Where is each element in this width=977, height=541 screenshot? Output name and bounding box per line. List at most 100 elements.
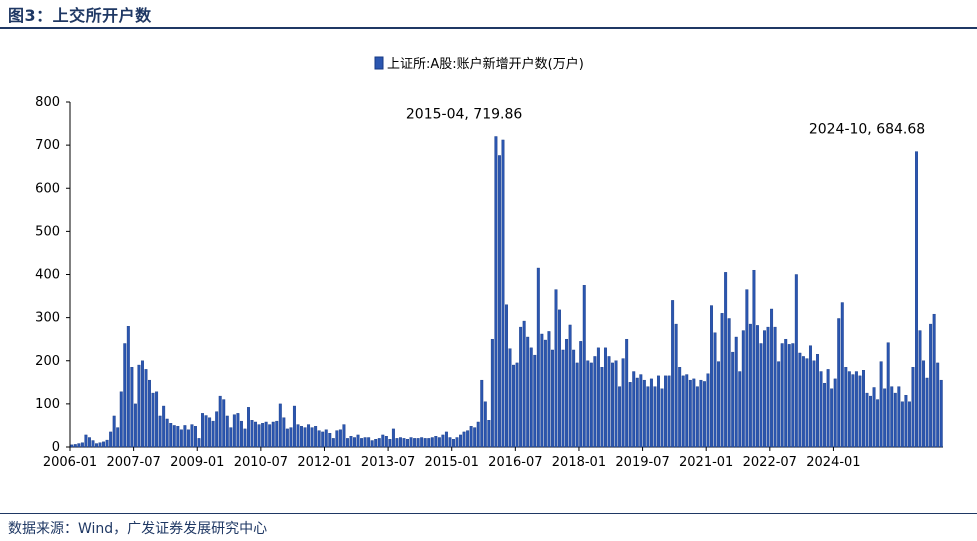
bar — [406, 439, 410, 448]
bar — [710, 305, 713, 448]
bar — [109, 431, 113, 448]
bar — [264, 421, 268, 448]
bar — [748, 323, 752, 448]
bar — [126, 326, 130, 448]
x-tick-label: 2012-01 — [297, 455, 351, 470]
y-tick-label: 200 — [35, 354, 60, 369]
x-tick-label: 2022-07 — [743, 455, 797, 470]
bar — [91, 440, 95, 448]
bar — [179, 429, 183, 448]
bar — [695, 386, 699, 448]
bar — [80, 442, 84, 448]
bar — [201, 413, 205, 448]
bar — [883, 388, 887, 448]
y-tick-label: 400 — [35, 268, 60, 283]
bar — [879, 361, 883, 448]
bar — [73, 444, 77, 448]
bar — [847, 371, 851, 448]
y-tick-label: 600 — [35, 181, 60, 196]
bar — [826, 369, 830, 448]
bar — [70, 444, 74, 448]
bar — [494, 136, 498, 448]
bar — [706, 373, 710, 448]
bar — [211, 420, 215, 448]
bar — [632, 371, 636, 448]
bar — [611, 362, 615, 448]
bar — [137, 364, 141, 448]
bar — [229, 427, 233, 448]
bar — [558, 309, 561, 448]
bar — [225, 415, 229, 448]
bar — [487, 420, 491, 448]
bar — [720, 313, 724, 448]
bar — [808, 345, 812, 448]
bar — [300, 426, 303, 448]
bar — [801, 356, 805, 448]
bar — [84, 434, 88, 448]
bar — [427, 438, 431, 448]
bar — [183, 425, 187, 448]
bar — [176, 426, 180, 448]
bar — [893, 392, 897, 448]
x-tick-label: 2016-07 — [488, 455, 542, 470]
bar — [738, 371, 742, 448]
bar — [215, 411, 219, 448]
bar — [497, 155, 501, 448]
footer-divider — [0, 513, 977, 514]
bar — [345, 438, 349, 448]
bar — [95, 443, 98, 448]
bar — [699, 379, 703, 448]
bar — [430, 437, 434, 448]
bar — [155, 391, 159, 448]
bar — [441, 434, 445, 448]
bar — [688, 379, 692, 448]
x-tick-label: 2009-01 — [170, 455, 224, 470]
bar — [865, 392, 869, 448]
bar — [508, 348, 512, 448]
annotation-label: 2024-10, 684.68 — [809, 122, 925, 138]
bar — [674, 323, 678, 448]
bar — [459, 434, 463, 448]
bar — [278, 403, 282, 448]
bar — [727, 318, 731, 448]
bar — [374, 439, 378, 448]
bar — [932, 313, 936, 448]
bar — [98, 442, 102, 448]
bar — [356, 434, 360, 448]
bar — [285, 428, 289, 448]
bar — [791, 343, 795, 448]
bar — [423, 438, 427, 448]
bar — [239, 420, 243, 448]
bar — [713, 332, 717, 448]
bar — [162, 405, 166, 448]
bar — [572, 349, 576, 448]
bar — [685, 374, 689, 448]
bar — [289, 427, 293, 448]
bar — [582, 285, 586, 448]
bar — [112, 415, 116, 448]
x-tick-label: 2010-07 — [234, 455, 288, 470]
bar — [77, 443, 81, 448]
bar — [367, 437, 371, 448]
bar — [448, 437, 452, 448]
bar — [133, 403, 137, 448]
bar — [399, 437, 402, 448]
bar — [314, 426, 318, 448]
bar — [837, 318, 841, 448]
bar — [271, 421, 275, 448]
bar — [929, 323, 933, 448]
x-tick-label: 2021-01 — [679, 455, 733, 470]
y-tick-label: 0 — [52, 440, 60, 455]
bar — [936, 362, 940, 448]
chart-legend: 上证所:A股:账户新增开户数(万户) — [374, 56, 584, 72]
bar — [911, 367, 915, 448]
bar — [501, 139, 505, 448]
bar — [550, 349, 554, 448]
bar — [452, 439, 455, 448]
bar — [360, 438, 364, 448]
bar — [777, 361, 781, 448]
bar — [522, 320, 526, 448]
bar — [190, 424, 194, 448]
bar — [444, 431, 448, 448]
bar — [416, 438, 420, 448]
